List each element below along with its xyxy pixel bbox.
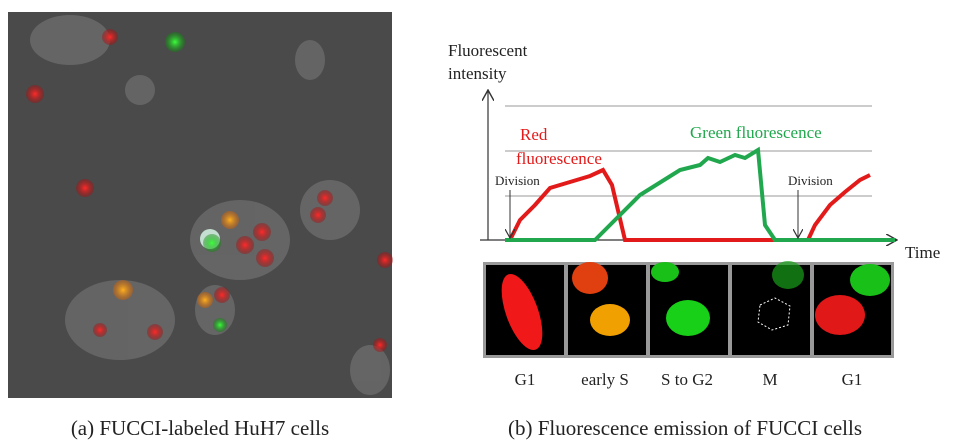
figure: (a) FUCCI-labeled HuH7 cells Fluorescent… [0,0,957,446]
y-axis-label: Fluorescent [448,41,528,60]
x-axis-label: Time [905,243,940,262]
phase-images [483,261,894,358]
microscopy-image [8,12,393,398]
phase-label: G1 [842,370,863,389]
y-axis-label: intensity [448,64,507,83]
caption: (b) Fluorescence emission of FUCCI cells [508,416,862,440]
page: (a) FUCCI-labeled HuH7 cells Fluorescent… [0,0,957,446]
caption: (a) FUCCI-labeled HuH7 cells [71,416,329,440]
phase-labels: G1 early S S to G2 M G1 [515,370,863,389]
phase-label: early S [581,370,629,389]
division-label: Division [788,173,833,188]
phase-label: M [762,370,777,389]
green-label: Green fluorescence [690,123,822,142]
phase-label: G1 [515,370,536,389]
red-label: fluorescence [516,149,602,168]
division-label: Division [495,173,540,188]
red-label: Red [520,125,548,144]
phase-label: S to G2 [661,370,713,389]
